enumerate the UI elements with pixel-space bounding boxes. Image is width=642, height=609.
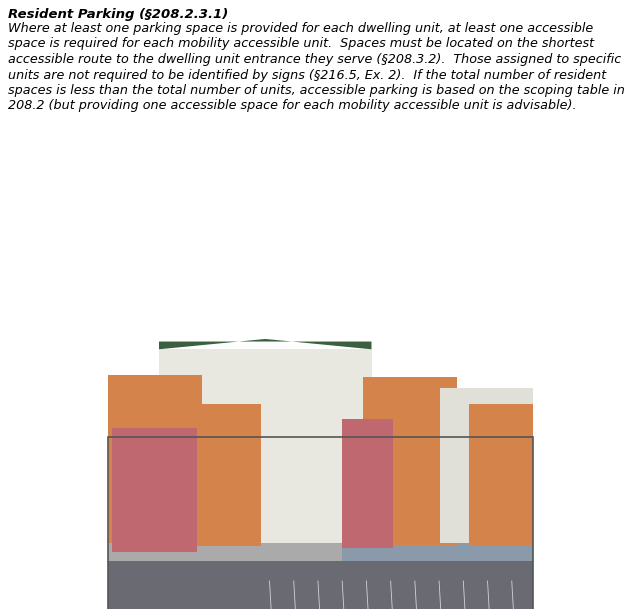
- Bar: [108, 543, 342, 561]
- Bar: [469, 404, 533, 546]
- Bar: [108, 437, 533, 609]
- Bar: [112, 428, 197, 552]
- Text: Where at least one parking space is provided for each dwelling unit, at least on: Where at least one parking space is prov…: [8, 22, 625, 113]
- Text: Resident Parking (§208.2.3.1): Resident Parking (§208.2.3.1): [8, 8, 229, 21]
- Bar: [159, 350, 372, 543]
- Bar: [108, 437, 533, 609]
- Bar: [363, 377, 456, 544]
- Bar: [342, 419, 393, 548]
- Polygon shape: [159, 339, 372, 350]
- Bar: [440, 388, 533, 543]
- Bar: [108, 561, 533, 609]
- Bar: [108, 375, 202, 543]
- Bar: [197, 404, 261, 546]
